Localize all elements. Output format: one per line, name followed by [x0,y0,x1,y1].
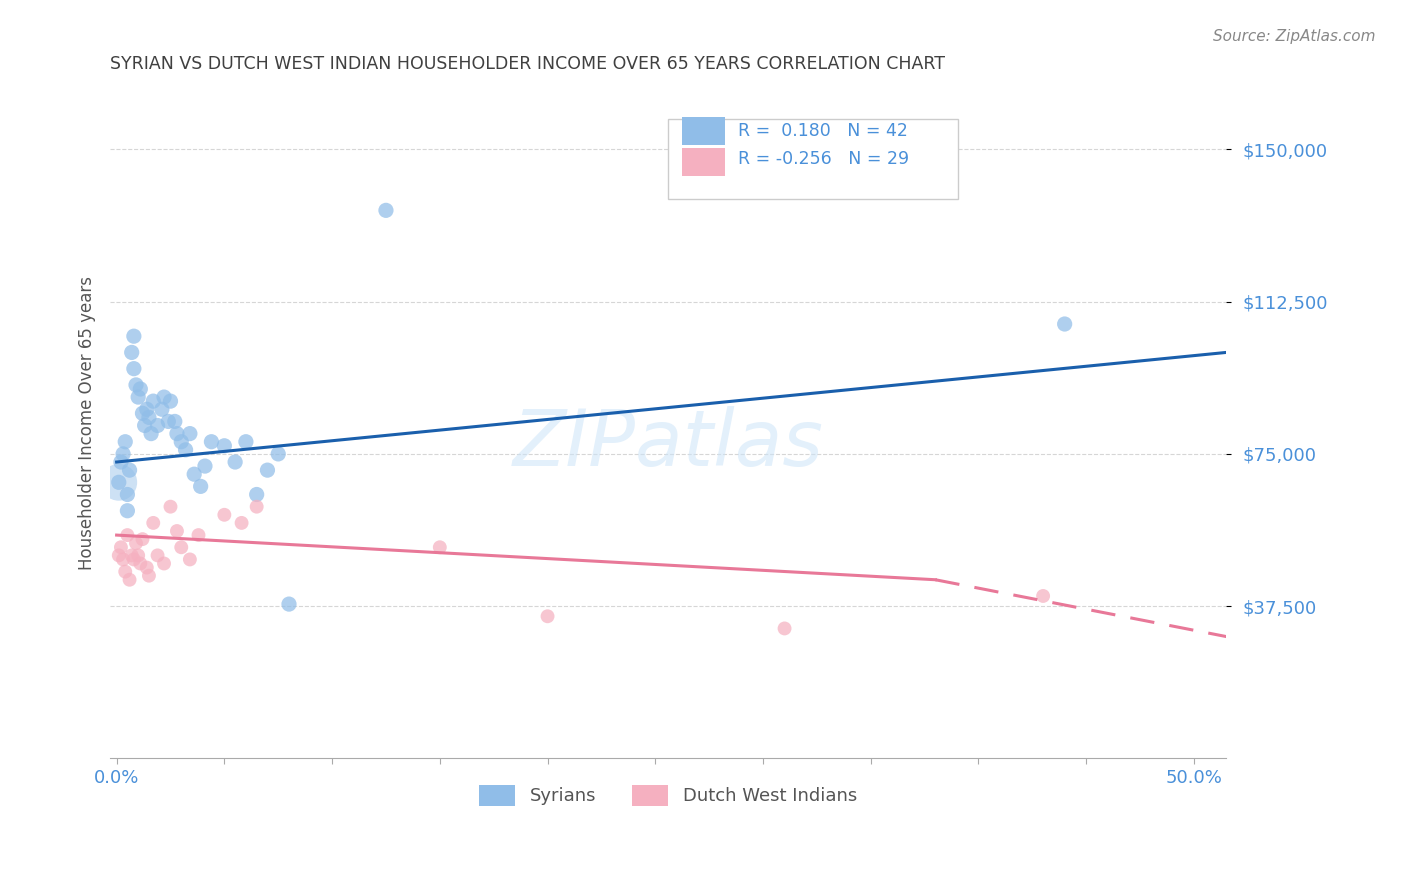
Point [159,394,181,409]
Point [190,479,212,493]
Point [246,487,269,501]
Point [166,426,188,441]
Point [153,557,176,571]
Point [138,410,160,425]
Point [235,434,257,449]
Point [163,414,186,428]
Y-axis label: Householder Income Over 65 years: Householder Income Over 65 years [79,277,96,571]
Point [224,455,246,469]
Point [214,508,236,522]
Point [267,447,290,461]
Text: Source: ZipAtlas.com: Source: ZipAtlas.com [1212,29,1375,44]
Text: ZIPatlas: ZIPatlas [513,406,824,482]
Point [131,406,153,420]
Point [107,475,129,490]
Bar [682,117,724,145]
Point [200,434,222,449]
Point [231,516,253,530]
Point [110,455,132,469]
Point [114,434,136,449]
Text: SYRIAN VS DUTCH WEST INDIAN HOUSEHOLDER INCOME OVER 65 YEARS CORRELATION CHART: SYRIAN VS DUTCH WEST INDIAN HOUSEHOLDER … [110,55,945,73]
Point [773,622,796,636]
Point [429,541,451,555]
Point [127,390,149,404]
Point [125,536,148,550]
FancyBboxPatch shape [668,119,959,199]
Point [166,524,188,538]
Point [153,390,176,404]
Point [246,500,269,514]
Point [117,487,139,501]
Point [112,447,135,461]
Point [110,541,132,555]
Point [536,609,558,624]
Point [170,541,193,555]
Point [142,394,165,409]
Point [122,329,145,343]
Bar [682,148,724,177]
Point [129,382,152,396]
Point [127,549,149,563]
Point [174,442,197,457]
Text: R = -0.256   N = 29: R = -0.256 N = 29 [738,151,910,169]
Point [375,203,398,218]
Point [1032,589,1054,603]
Point [135,560,157,574]
Point [122,361,145,376]
Point [278,597,301,611]
Point [107,475,129,490]
Point [117,504,139,518]
Point [183,467,205,482]
Legend: Syrians, Dutch West Indians: Syrians, Dutch West Indians [472,778,865,813]
Point [157,414,180,428]
Text: R =  0.180   N = 42: R = 0.180 N = 42 [738,122,908,140]
Point [112,552,135,566]
Point [117,528,139,542]
Point [146,549,169,563]
Point [114,565,136,579]
Point [121,345,143,359]
Point [179,426,201,441]
Point [118,463,141,477]
Point [134,418,156,433]
Point [179,552,201,566]
Point [170,434,193,449]
Point [138,568,160,582]
Point [129,557,152,571]
Point [118,573,141,587]
Point [135,402,157,417]
Point [1053,317,1076,331]
Point [139,426,162,441]
Point [194,459,217,474]
Point [125,378,148,392]
Point [107,549,129,563]
Point [214,439,236,453]
Point [256,463,278,477]
Point [146,418,169,433]
Point [142,516,165,530]
Point [187,528,209,542]
Point [131,532,153,546]
Point [159,500,181,514]
Point [121,549,143,563]
Point [122,552,145,566]
Point [150,402,173,417]
